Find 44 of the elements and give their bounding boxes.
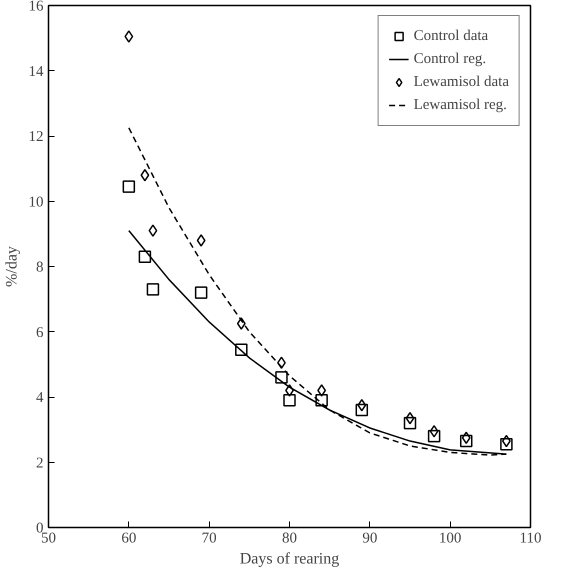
y-axis-title: %/day <box>4 246 20 287</box>
x-axis-title: Days of rearing <box>240 550 340 568</box>
point <box>194 286 208 299</box>
point <box>235 343 248 356</box>
point <box>460 434 472 448</box>
legend-label: Lewamisol data <box>414 74 509 90</box>
legend-label: Control reg. <box>414 50 486 68</box>
point <box>428 430 440 442</box>
x-tick-label: 80 <box>282 530 297 546</box>
y-tick-label: 12 <box>28 129 44 145</box>
point <box>146 283 160 296</box>
point <box>317 384 326 397</box>
x-tick-label: 70 <box>202 530 217 546</box>
y-tick-label: 14 <box>28 64 44 80</box>
x-tick-label: 90 <box>362 530 378 546</box>
legend-label: Lewamisol reg. <box>414 96 507 114</box>
y-tick-label: 4 <box>36 390 44 406</box>
point <box>430 425 439 438</box>
point <box>500 438 513 451</box>
point <box>502 434 511 448</box>
point <box>275 371 288 384</box>
y-tick-label: 8 <box>36 260 44 276</box>
x-tick-label: 60 <box>121 530 136 546</box>
x-tick-label: 100 <box>438 530 462 546</box>
point <box>404 416 416 430</box>
point <box>462 432 471 444</box>
legend-label: Control data <box>414 28 488 44</box>
x-tick-label: 110 <box>520 530 542 546</box>
point <box>122 180 136 193</box>
point <box>124 30 134 43</box>
point <box>356 404 368 416</box>
point <box>283 394 296 407</box>
point <box>140 168 150 182</box>
point <box>196 234 206 247</box>
point <box>315 394 328 407</box>
y-tick-label: 0 <box>36 520 44 536</box>
point <box>236 317 246 330</box>
x-tick-label: 50 <box>41 530 56 546</box>
y-tick-label: 2 <box>36 455 44 472</box>
y-tick-label: 6 <box>36 324 44 341</box>
y-tick-label: 16 <box>28 0 44 14</box>
point <box>357 398 366 412</box>
y-tick-label: 10 <box>28 194 44 210</box>
point <box>138 250 152 263</box>
